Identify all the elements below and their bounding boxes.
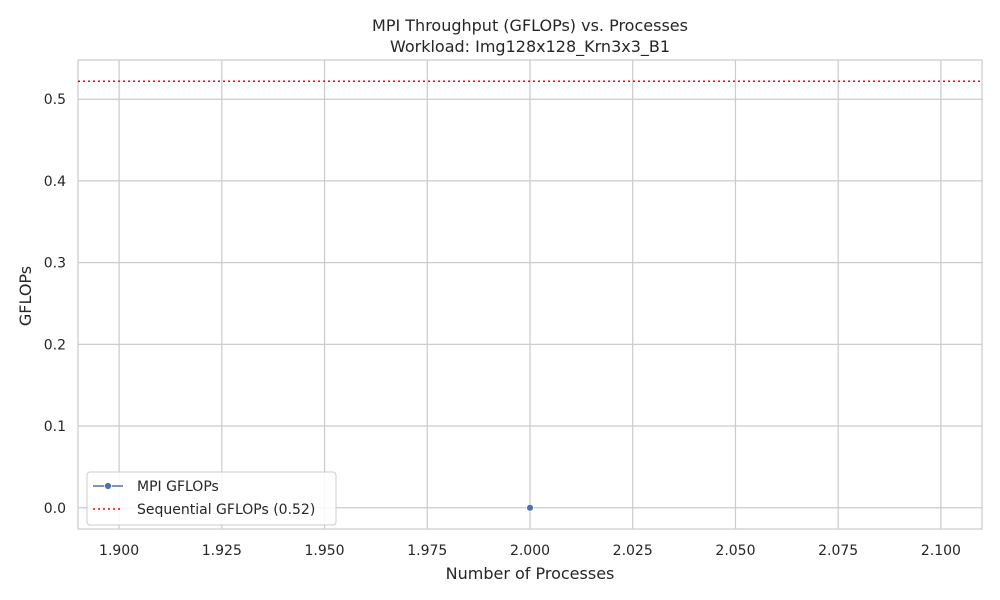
y-tick-label: 0.4 xyxy=(44,174,66,190)
x-tick-label: 2.050 xyxy=(715,543,755,559)
legend-mpi-marker xyxy=(104,482,112,490)
y-tick-labels: 0.0 0.1 0.2 0.3 0.4 0.5 xyxy=(44,92,66,517)
y-tick-label: 0.0 xyxy=(44,501,66,517)
x-axis-label: Number of Processes xyxy=(446,564,615,583)
y-axis-label: GFLOPs xyxy=(16,266,35,326)
x-tick-label: 2.000 xyxy=(510,543,550,559)
x-tick-label: 2.075 xyxy=(818,543,858,559)
x-tick-label: 1.950 xyxy=(304,543,344,559)
x-tick-label: 1.925 xyxy=(202,543,242,559)
legend-mpi-label: MPI GFLOPs xyxy=(137,479,219,495)
chart-subtitle: Workload: Img128x128_Krn3x3_B1 xyxy=(390,37,670,57)
x-tick-label: 2.100 xyxy=(921,543,961,559)
y-tick-label: 0.2 xyxy=(44,337,66,353)
x-tick-label: 1.900 xyxy=(99,543,139,559)
x-tick-label: 1.975 xyxy=(407,543,447,559)
legend: MPI GFLOPs Sequential GFLOPs (0.52) xyxy=(86,471,337,526)
plot-frame xyxy=(77,59,983,530)
x-tick-label: 2.025 xyxy=(613,543,653,559)
y-tick-label: 0.1 xyxy=(44,419,66,435)
legend-box xyxy=(86,471,337,526)
y-tick-label: 0.3 xyxy=(44,256,66,272)
x-tick-labels: 1.900 1.925 1.950 1.975 2.000 2.025 2.050 2.075… xyxy=(99,543,961,559)
series-layer xyxy=(526,503,534,512)
mpi-gflops-point xyxy=(526,503,534,512)
legend-sequential-label: Sequential GFLOPs (0.52) xyxy=(137,502,315,518)
y-tick-label: 0.5 xyxy=(44,92,66,108)
chart-title: MPI Throughput (GFLOPs) vs. Processes xyxy=(372,16,688,35)
